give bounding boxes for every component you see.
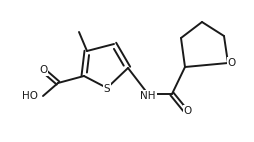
Text: HO: HO (22, 91, 38, 101)
Text: O: O (227, 58, 235, 68)
Text: O: O (39, 65, 47, 75)
Text: NH: NH (140, 91, 155, 101)
Text: O: O (183, 106, 191, 116)
Text: S: S (103, 84, 110, 94)
